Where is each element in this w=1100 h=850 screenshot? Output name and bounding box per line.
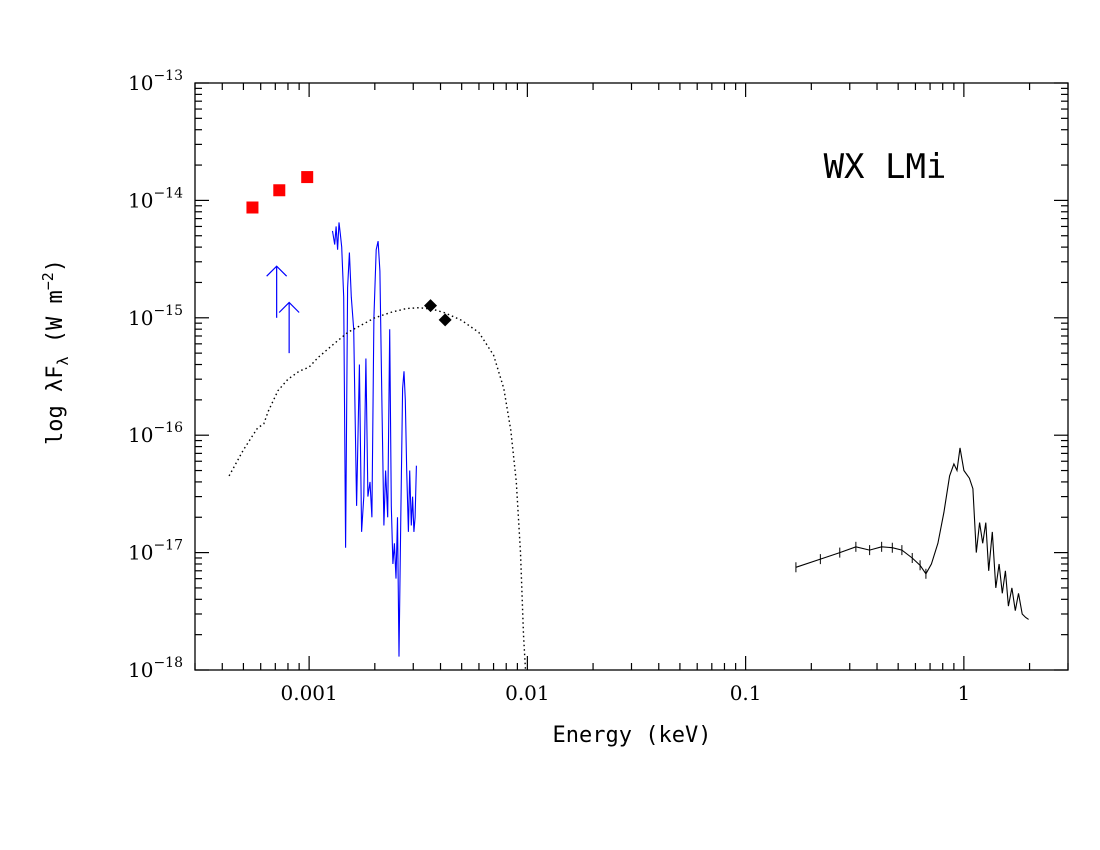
y-tick-label-base: 10 — [128, 658, 153, 682]
y-tick-label: 10−16 — [128, 420, 183, 447]
red-square-point — [246, 201, 259, 214]
x-tick-labels: 0.001 0.01 0.1 1 — [280, 681, 970, 705]
y-tick-label-base: 10 — [128, 541, 153, 565]
y-tick-label-exponent: −14 — [153, 185, 183, 201]
y-tick-label: 10−15 — [128, 303, 183, 330]
y-tick-label: 10−18 — [128, 655, 183, 682]
y-axis-title-superscript: −2 — [39, 272, 57, 290]
axis-ticks — [194, 82, 1069, 671]
x-tick-label: 0.1 — [730, 681, 762, 705]
blue-spectrum-line — [331, 222, 417, 657]
x-tick-label: 0.001 — [280, 681, 337, 705]
y-tick-label-base: 10 — [128, 306, 153, 330]
y-axis-title-close: ) — [43, 259, 68, 272]
black-diamond-point — [438, 313, 452, 327]
x-tick-label: 0.01 — [505, 681, 550, 705]
y-tick-label-exponent: −16 — [153, 420, 183, 436]
y-tick-label-base: 10 — [128, 188, 153, 212]
red-square-point — [301, 171, 314, 184]
y-tick-label: 10−17 — [128, 538, 183, 565]
y-tick-label: 10−13 — [128, 68, 183, 95]
y-tick-label-base: 10 — [128, 423, 153, 447]
y-axis-title-units: (W m — [43, 290, 68, 356]
x-tick-label: 1 — [958, 681, 971, 705]
object-name-annotation: WX LMi — [824, 147, 947, 187]
y-axis-title-main: log λF — [43, 366, 68, 445]
x-axis-title: Energy (keV) — [553, 723, 712, 748]
red-square-point — [273, 184, 286, 197]
y-tick-label: 10−14 — [128, 185, 183, 212]
blue-limit-arrow-head — [266, 265, 288, 277]
y-tick-label-exponent: −18 — [153, 655, 183, 671]
y-axis-title: log λFλ (W m−2) — [39, 259, 72, 445]
data-marks — [228, 171, 1029, 671]
blue-limit-arrow-head — [278, 301, 300, 313]
y-tick-label-exponent: −17 — [153, 538, 183, 554]
y-tick-label-base: 10 — [128, 71, 153, 95]
y-tick-label-exponent: −15 — [153, 303, 183, 319]
black-dotted-model-line — [228, 306, 527, 671]
y-axis-title-subscript: λ — [54, 357, 72, 366]
black-xray-spectrum-line — [795, 447, 1029, 620]
y-tick-label-exponent: −13 — [153, 68, 183, 84]
